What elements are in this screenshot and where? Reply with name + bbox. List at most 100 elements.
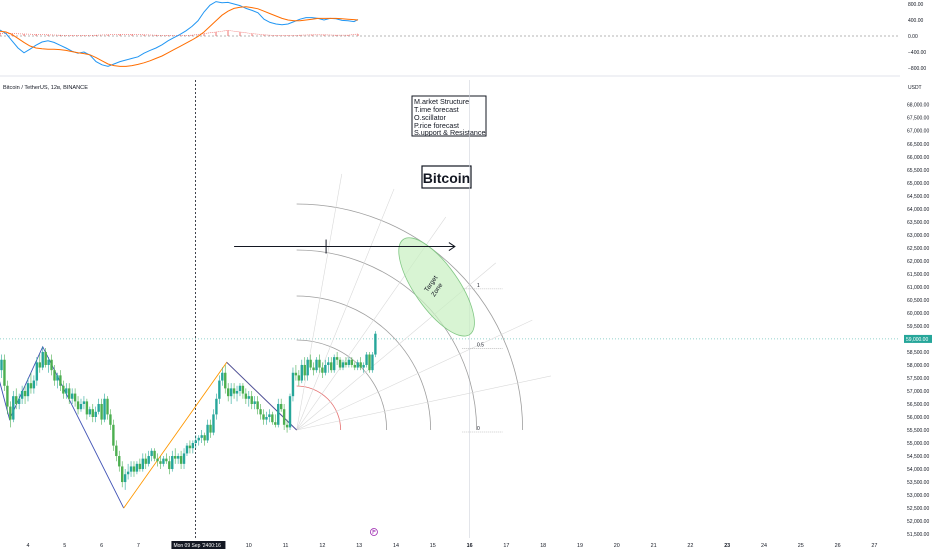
candle-body[interactable] bbox=[268, 414, 270, 417]
candle-body[interactable] bbox=[359, 362, 361, 367]
candle-body[interactable] bbox=[362, 365, 364, 368]
candle-body[interactable] bbox=[236, 391, 238, 394]
candle-body[interactable] bbox=[145, 459, 147, 464]
candle-body[interactable] bbox=[301, 365, 303, 381]
candle-body[interactable] bbox=[283, 409, 285, 425]
bitcoin-title-box[interactable]: Bitcoin bbox=[422, 166, 471, 188]
candle-body[interactable] bbox=[103, 399, 105, 420]
candle-body[interactable] bbox=[177, 456, 179, 459]
candle-body[interactable] bbox=[342, 362, 344, 367]
candle-body[interactable] bbox=[27, 383, 29, 396]
candle-body[interactable] bbox=[130, 466, 132, 471]
candle-body[interactable] bbox=[324, 365, 326, 373]
candle-body[interactable] bbox=[374, 334, 376, 355]
candle-body[interactable] bbox=[9, 407, 11, 420]
candle-body[interactable] bbox=[312, 368, 314, 371]
candle-body[interactable] bbox=[100, 404, 102, 420]
candle-body[interactable] bbox=[148, 456, 150, 464]
candle-body[interactable] bbox=[109, 414, 111, 424]
candle-body[interactable] bbox=[306, 360, 308, 376]
candle-body[interactable] bbox=[30, 383, 32, 388]
candle-body[interactable] bbox=[286, 425, 288, 428]
candle-body[interactable] bbox=[56, 375, 58, 380]
candle-body[interactable] bbox=[271, 414, 273, 422]
candle-body[interactable] bbox=[242, 386, 244, 394]
candle-body[interactable] bbox=[221, 373, 223, 381]
candle-body[interactable] bbox=[200, 435, 202, 438]
candle-body[interactable] bbox=[262, 414, 264, 419]
candle-body[interactable] bbox=[365, 355, 367, 365]
candle-body[interactable] bbox=[150, 451, 152, 456]
candle-body[interactable] bbox=[24, 391, 26, 396]
candle-body[interactable] bbox=[195, 440, 197, 443]
candle-body[interactable] bbox=[6, 386, 8, 407]
candle-body[interactable] bbox=[127, 472, 129, 475]
candle-body[interactable] bbox=[336, 357, 338, 360]
candle-body[interactable] bbox=[292, 373, 294, 396]
candle-body[interactable] bbox=[253, 401, 255, 404]
candle-body[interactable] bbox=[233, 388, 235, 393]
candle-body[interactable] bbox=[239, 386, 241, 391]
candle-body[interactable] bbox=[21, 391, 23, 399]
candle-body[interactable] bbox=[115, 446, 117, 456]
candle-body[interactable] bbox=[171, 456, 173, 469]
candle-body[interactable] bbox=[180, 456, 182, 464]
candle-body[interactable] bbox=[189, 446, 191, 449]
candle-body[interactable] bbox=[50, 360, 52, 370]
candle-body[interactable] bbox=[277, 404, 279, 425]
candle-body[interactable] bbox=[371, 355, 373, 371]
candle-body[interactable] bbox=[309, 360, 311, 368]
candle-body[interactable] bbox=[92, 409, 94, 417]
candle-body[interactable] bbox=[142, 459, 144, 469]
candle-body[interactable] bbox=[112, 425, 114, 446]
candle-body[interactable] bbox=[97, 404, 99, 412]
flag-icon[interactable] bbox=[370, 529, 377, 536]
candle-body[interactable] bbox=[42, 352, 44, 368]
candle-body[interactable] bbox=[118, 456, 120, 466]
candle-body[interactable] bbox=[215, 399, 217, 415]
candle-body[interactable] bbox=[3, 360, 5, 386]
candle-body[interactable] bbox=[106, 399, 108, 415]
candle-body[interactable] bbox=[71, 394, 73, 399]
candle-body[interactable] bbox=[18, 399, 20, 404]
candle-body[interactable] bbox=[0, 360, 2, 370]
candle-body[interactable] bbox=[156, 459, 158, 462]
candle-body[interactable] bbox=[280, 404, 282, 409]
candle-body[interactable] bbox=[159, 461, 161, 464]
candle-body[interactable] bbox=[354, 365, 356, 368]
candle-body[interactable] bbox=[295, 373, 297, 376]
candle-body[interactable] bbox=[36, 362, 38, 380]
candle-body[interactable] bbox=[357, 362, 359, 367]
candle-body[interactable] bbox=[315, 360, 317, 370]
candle-body[interactable] bbox=[74, 394, 76, 402]
candle-body[interactable] bbox=[230, 388, 232, 396]
candle-body[interactable] bbox=[162, 459, 164, 464]
candle-body[interactable] bbox=[289, 396, 291, 427]
candle-body[interactable] bbox=[348, 360, 350, 365]
candle-body[interactable] bbox=[345, 362, 347, 365]
candle-body[interactable] bbox=[174, 456, 176, 459]
candle-body[interactable] bbox=[274, 422, 276, 425]
candle-body[interactable] bbox=[248, 396, 250, 399]
candle-body[interactable] bbox=[245, 394, 247, 399]
candle-body[interactable] bbox=[203, 435, 205, 440]
candle-body[interactable] bbox=[59, 375, 61, 385]
candle-body[interactable] bbox=[65, 388, 67, 393]
candle-body[interactable] bbox=[304, 365, 306, 375]
candle-body[interactable] bbox=[321, 368, 323, 373]
candle-body[interactable] bbox=[165, 459, 167, 462]
candle-body[interactable] bbox=[330, 362, 332, 370]
candle-body[interactable] bbox=[209, 425, 211, 433]
candle-body[interactable] bbox=[15, 396, 17, 404]
candle-body[interactable] bbox=[121, 466, 123, 482]
candle-body[interactable] bbox=[218, 381, 220, 399]
candle-body[interactable] bbox=[259, 409, 261, 414]
candle-body[interactable] bbox=[89, 409, 91, 414]
candle-body[interactable] bbox=[198, 438, 200, 441]
candle-body[interactable] bbox=[153, 451, 155, 459]
candle-body[interactable] bbox=[227, 388, 229, 396]
candle-body[interactable] bbox=[139, 464, 141, 469]
candle-body[interactable] bbox=[186, 446, 188, 454]
candle-body[interactable] bbox=[136, 464, 138, 472]
candle-body[interactable] bbox=[327, 362, 329, 365]
